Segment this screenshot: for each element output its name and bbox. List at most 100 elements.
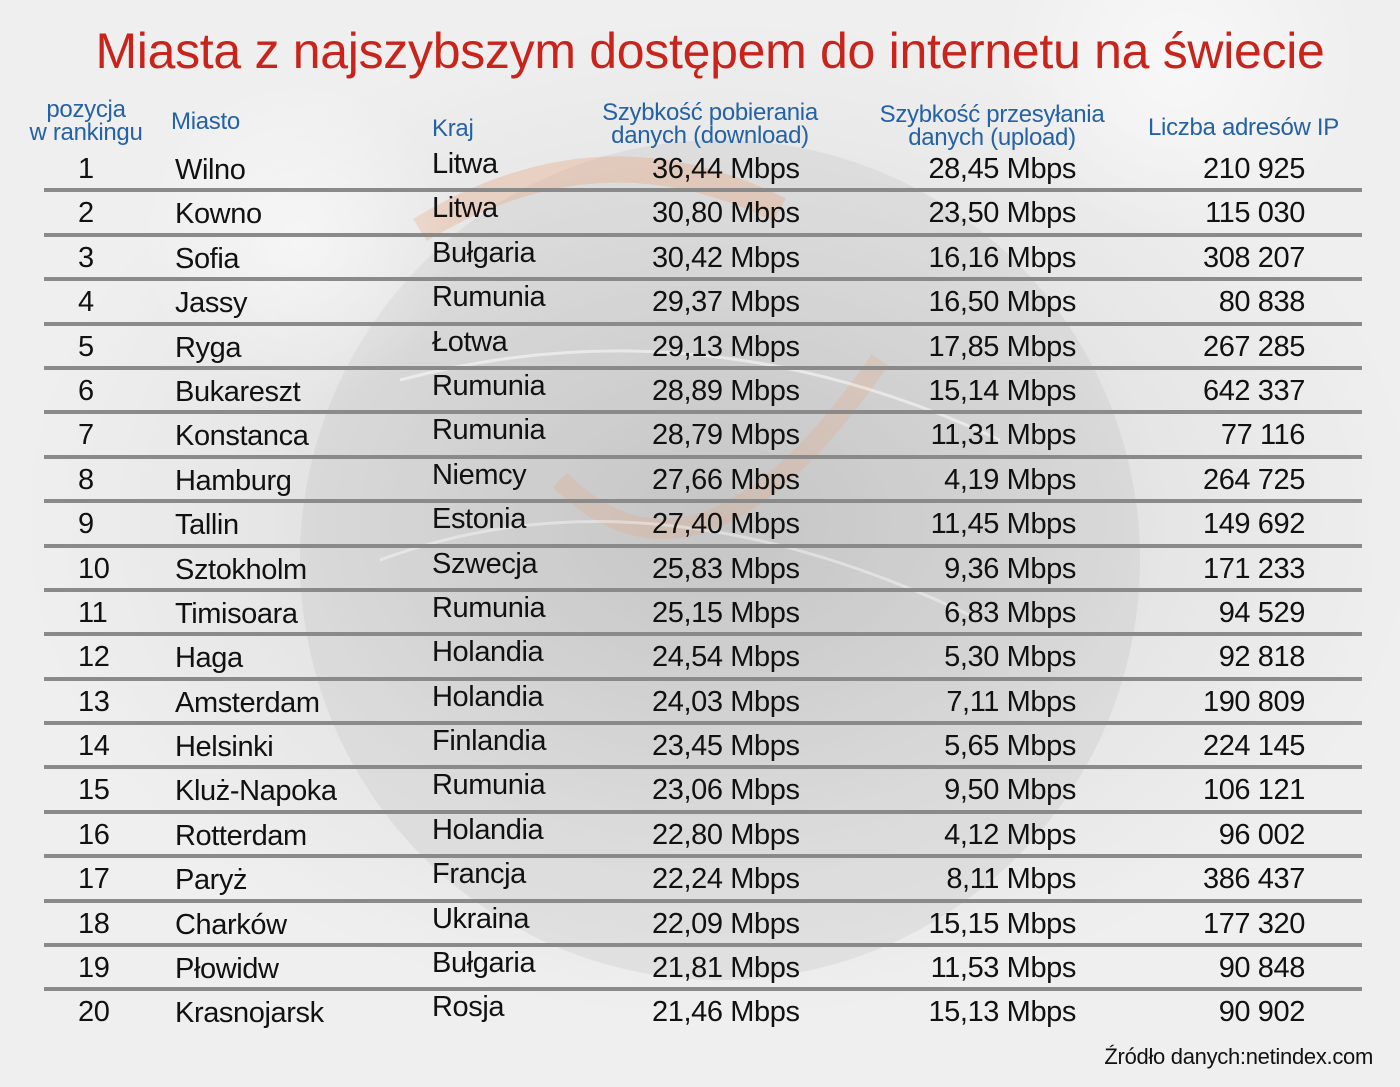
- city-cell: Sofia: [175, 242, 240, 275]
- country-cell: Rosja: [432, 991, 505, 1024]
- country-cell: Niemcy: [432, 458, 527, 491]
- rank-cell: 1: [78, 153, 94, 185]
- upload-cell: 5,65 Mbps: [944, 730, 1076, 763]
- page-title: Miasta z najszybszym dostępem do interne…: [95, 23, 1325, 79]
- upload-cell: 17,85 Mbps: [928, 330, 1076, 363]
- city-cell: Ryga: [175, 331, 242, 364]
- rank-cell: 5: [78, 330, 94, 363]
- download-cell: 30,80 Mbps: [652, 197, 800, 230]
- download-cell: 22,09 Mbps: [652, 907, 800, 940]
- country-cell: Holandia: [432, 680, 544, 713]
- country-cell: Bułgaria: [432, 236, 536, 269]
- header-download-line2: danych (download): [611, 122, 809, 149]
- upload-cell: 9,50 Mbps: [944, 774, 1076, 807]
- upload-cell: 16,16 Mbps: [928, 241, 1076, 274]
- city-cell: Rotterdam: [175, 819, 307, 852]
- upload-cell: 9,36 Mbps: [944, 552, 1076, 585]
- ip-count-cell: 308 207: [1202, 241, 1305, 274]
- ip-count-cell: 386 437: [1202, 863, 1305, 896]
- header-ip: Liczba adresów IP: [1148, 114, 1340, 141]
- download-cell: 28,79 Mbps: [652, 419, 800, 452]
- country-cell: Rumunia: [432, 369, 546, 402]
- country-cell: Ukraina: [432, 902, 530, 935]
- ip-count-cell: 92 818: [1218, 641, 1306, 674]
- upload-cell: 4,12 Mbps: [944, 818, 1076, 851]
- header-rank-line2: w rankingu: [29, 119, 143, 146]
- ip-count-cell: 224 145: [1202, 730, 1305, 763]
- city-cell: Konstanca: [175, 420, 309, 453]
- rank-cell: 17: [78, 863, 110, 896]
- header-upload: Szybkość przesyłania danych (upload): [852, 101, 1132, 151]
- table-row: 20 Krasnojarsk Rosja 21,46 Mbps 15,13 Mb…: [44, 991, 1362, 1035]
- ip-count-cell: 264 725: [1202, 463, 1305, 496]
- city-cell: Helsinki: [175, 731, 274, 764]
- ip-count-cell: 106 121: [1202, 774, 1305, 807]
- table-row: 11 Timisoara Rumunia 25,15 Mbps 6,83 Mbp…: [44, 591, 1362, 637]
- city-cell: Wilno: [175, 154, 246, 186]
- country-cell: Rumunia: [432, 414, 546, 447]
- ip-count-cell: 77 116: [1220, 419, 1306, 452]
- header-upload-line2: danych (upload): [908, 124, 1076, 151]
- download-cell: 21,81 Mbps: [652, 952, 800, 985]
- header-country: Kraj: [432, 115, 474, 142]
- country-cell: Finlandia: [432, 725, 547, 758]
- upload-cell: 23,50 Mbps: [928, 197, 1076, 230]
- download-cell: 30,42 Mbps: [652, 241, 800, 274]
- rank-cell: 13: [78, 685, 110, 718]
- table-row: 16 Rotterdam Holandia 22,80 Mbps 4,12 Mb…: [44, 814, 1362, 859]
- ip-count-cell: 90 848: [1218, 952, 1306, 985]
- country-cell: Rumunia: [432, 281, 546, 314]
- country-cell: Rumunia: [432, 591, 546, 624]
- ranking-table: 1 Wilno Litwa 36,44 Mbps 28,45 Mbps 210 …: [44, 148, 1362, 1036]
- table-row: 7 Konstanca Rumunia 28,79 Mbps 11,31 Mbp…: [44, 414, 1362, 459]
- upload-cell: 7,11 Mbps: [946, 685, 1076, 718]
- city-cell: Paryż: [175, 864, 248, 897]
- table-row: 13 Amsterdam Holandia 24,03 Mbps 7,11 Mb…: [44, 680, 1362, 726]
- rank-cell: 2: [78, 197, 94, 230]
- table-row: 12 Haga Holandia 24,54 Mbps 5,30 Mbps 92…: [44, 636, 1362, 681]
- upload-cell: 15,13 Mbps: [928, 996, 1076, 1029]
- country-cell: Estonia: [432, 503, 526, 536]
- country-cell: Szwecja: [432, 547, 538, 580]
- rank-cell: 15: [78, 774, 110, 807]
- city-cell: Hamburg: [175, 464, 292, 497]
- table-row: 18 Charków Ukraina 22,09 Mbps 15,15 Mbps…: [44, 902, 1362, 948]
- ip-count-cell: 115 030: [1205, 197, 1305, 230]
- download-cell: 22,80 Mbps: [652, 818, 800, 851]
- city-cell: Kluż-Napoka: [175, 775, 337, 808]
- ip-count-cell: 210 925: [1202, 153, 1305, 185]
- table-row: 9 Tallin Estonia 27,40 Mbps 11,45 Mbps 1…: [44, 503, 1362, 548]
- header-upload-line1: Szybkość przesyłania: [879, 101, 1105, 128]
- country-cell: Bułgaria: [432, 947, 536, 980]
- table-row: 3 Sofia Bułgaria 30,42 Mbps 16,16 Mbps 3…: [44, 236, 1362, 282]
- download-cell: 23,06 Mbps: [652, 774, 800, 807]
- city-cell: Kowno: [175, 198, 262, 231]
- download-cell: 27,66 Mbps: [652, 463, 800, 496]
- table-row: 15 Kluż-Napoka Rumunia 23,06 Mbps 9,50 M…: [44, 769, 1362, 814]
- country-cell: Holandia: [432, 636, 544, 669]
- rank-cell: 9: [78, 508, 94, 541]
- download-cell: 29,13 Mbps: [652, 330, 800, 363]
- download-cell: 21,46 Mbps: [652, 996, 800, 1029]
- rank-cell: 6: [78, 374, 94, 407]
- city-cell: Timisoara: [175, 597, 298, 630]
- city-cell: Tallin: [175, 509, 239, 542]
- country-cell: Francja: [432, 858, 526, 891]
- upload-cell: 11,31 Mbps: [930, 419, 1077, 452]
- upload-cell: 8,11 Mbps: [946, 863, 1076, 896]
- rank-cell: 20: [78, 996, 110, 1029]
- upload-cell: 6,83 Mbps: [944, 596, 1076, 629]
- country-cell: Litwa: [432, 148, 498, 180]
- rank-cell: 12: [78, 641, 110, 674]
- table-row: 8 Hamburg Niemcy 27,66 Mbps 4,19 Mbps 26…: [44, 458, 1362, 504]
- table-row: 6 Bukareszt Rumunia 28,89 Mbps 15,14 Mbp…: [44, 369, 1362, 415]
- table-row: 10 Sztokholm Szwecja 25,83 Mbps 9,36 Mbp…: [44, 548, 1362, 592]
- ip-count-cell: 80 838: [1218, 286, 1306, 319]
- table-row: 4 Jassy Rumunia 29,37 Mbps 16,50 Mbps 80…: [44, 281, 1362, 326]
- city-cell: Jassy: [175, 287, 248, 320]
- upload-cell: 28,45 Mbps: [928, 153, 1076, 185]
- upload-cell: 11,45 Mbps: [930, 508, 1077, 541]
- rank-cell: 4: [78, 286, 94, 319]
- download-cell: 24,03 Mbps: [652, 685, 800, 718]
- upload-cell: 15,14 Mbps: [928, 374, 1076, 407]
